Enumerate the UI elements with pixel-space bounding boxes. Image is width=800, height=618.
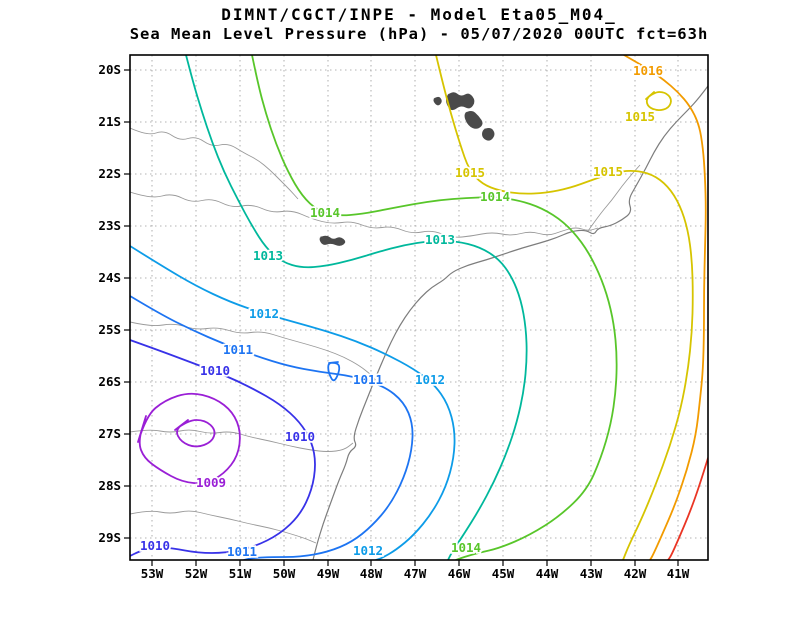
isobar-1011 — [130, 295, 414, 560]
isobar-label-1010: 1010 — [285, 429, 315, 444]
isobar-1011 — [327, 361, 341, 382]
isobar-label-1012: 1012 — [353, 543, 383, 558]
state-border — [130, 510, 317, 544]
y-axis-label: 27S — [98, 426, 121, 441]
isobar-1015 — [645, 91, 672, 112]
isobar-1012 — [130, 245, 456, 560]
isobar-1010 — [130, 339, 316, 557]
isobar-label-1011: 1011 — [353, 372, 383, 387]
x-axis-label: 51W — [229, 566, 252, 581]
x-axis-label: 52W — [185, 566, 208, 581]
isobar-1014 — [251, 55, 618, 560]
x-axis-label: 46W — [448, 566, 471, 581]
isobar-label-1014: 1014 — [310, 205, 340, 220]
state-border — [587, 164, 641, 232]
isobar-label-1010: 1010 — [200, 363, 230, 378]
reservoir — [318, 234, 346, 246]
y-axis-label: 24S — [98, 270, 121, 285]
state-border — [130, 429, 354, 452]
isobar-label-1011: 1011 — [223, 342, 253, 357]
x-axis-label: 43W — [580, 566, 603, 581]
isobar-label-1011: 1011 — [227, 544, 257, 559]
isobar-label-1014: 1014 — [451, 540, 481, 555]
axis-label-layer: 53W 52W 51W 50W 49W 48W 47W 46W 45W 44W 43W 42W 41W 2… — [98, 62, 689, 581]
state-border — [130, 127, 299, 200]
geo-layer — [130, 85, 708, 560]
isobar-label-1012: 1012 — [415, 372, 445, 387]
reservoir — [482, 126, 495, 141]
map-title-line2: Sea Mean Level Pressure (hPa) - 05/07/20… — [130, 25, 709, 43]
x-axis-label: 45W — [492, 566, 515, 581]
x-axis-label: 44W — [536, 566, 559, 581]
x-axis-label: 47W — [404, 566, 427, 581]
map-title-line1: DIMNT/CGCT/INPE - Model Eta05_M04_ — [221, 5, 617, 24]
x-axis-label: 53W — [141, 566, 164, 581]
isobar-1015 — [435, 55, 694, 560]
isobar-1013 — [185, 55, 528, 560]
isobar-label-1015: 1015 — [593, 164, 623, 179]
x-axis-label: 50W — [273, 566, 296, 581]
y-axis-label: 26S — [98, 374, 121, 389]
isobar-1017 — [667, 457, 708, 560]
isobar-label-1009: 1009 — [196, 475, 226, 490]
coastline — [312, 85, 708, 560]
isobar-label-1014: 1014 — [480, 189, 510, 204]
y-axis-label: 21S — [98, 114, 121, 129]
isobar-label-1013: 1013 — [425, 232, 455, 247]
reservoir — [463, 109, 483, 129]
isobar-1009 — [174, 419, 216, 448]
reservoir — [446, 90, 475, 111]
x-axis-label: 48W — [360, 566, 383, 581]
isobar-label-layer: 1009 1010 1010 1010 1011 1011 1011 1012 1012 1012… — [138, 61, 665, 561]
isobar-label-1012: 1012 — [249, 306, 279, 321]
reservoir — [432, 95, 442, 106]
isobar-1009 — [137, 392, 241, 485]
isobar-1016 — [623, 55, 707, 560]
x-axis-label: 41W — [667, 566, 690, 581]
isobar-label-1016: 1016 — [633, 63, 663, 78]
y-axis-label: 28S — [98, 478, 121, 493]
y-axis-label: 22S — [98, 166, 121, 181]
y-axis-label: 29S — [98, 530, 121, 545]
isobar-label-1015: 1015 — [625, 109, 655, 124]
isobar-label-1015: 1015 — [455, 165, 485, 180]
plot-frame — [129, 54, 709, 561]
x-axis-label: 49W — [317, 566, 340, 581]
tick-layer — [124, 69, 679, 566]
isobar-label-1013: 1013 — [253, 248, 283, 263]
y-axis-label: 20S — [98, 62, 121, 77]
isobar-layer — [130, 55, 708, 560]
y-axis-label: 25S — [98, 322, 121, 337]
isobar-label-1010: 1010 — [140, 538, 170, 553]
state-border — [130, 191, 599, 238]
x-axis-label: 42W — [624, 566, 647, 581]
y-axis-label: 23S — [98, 218, 121, 233]
